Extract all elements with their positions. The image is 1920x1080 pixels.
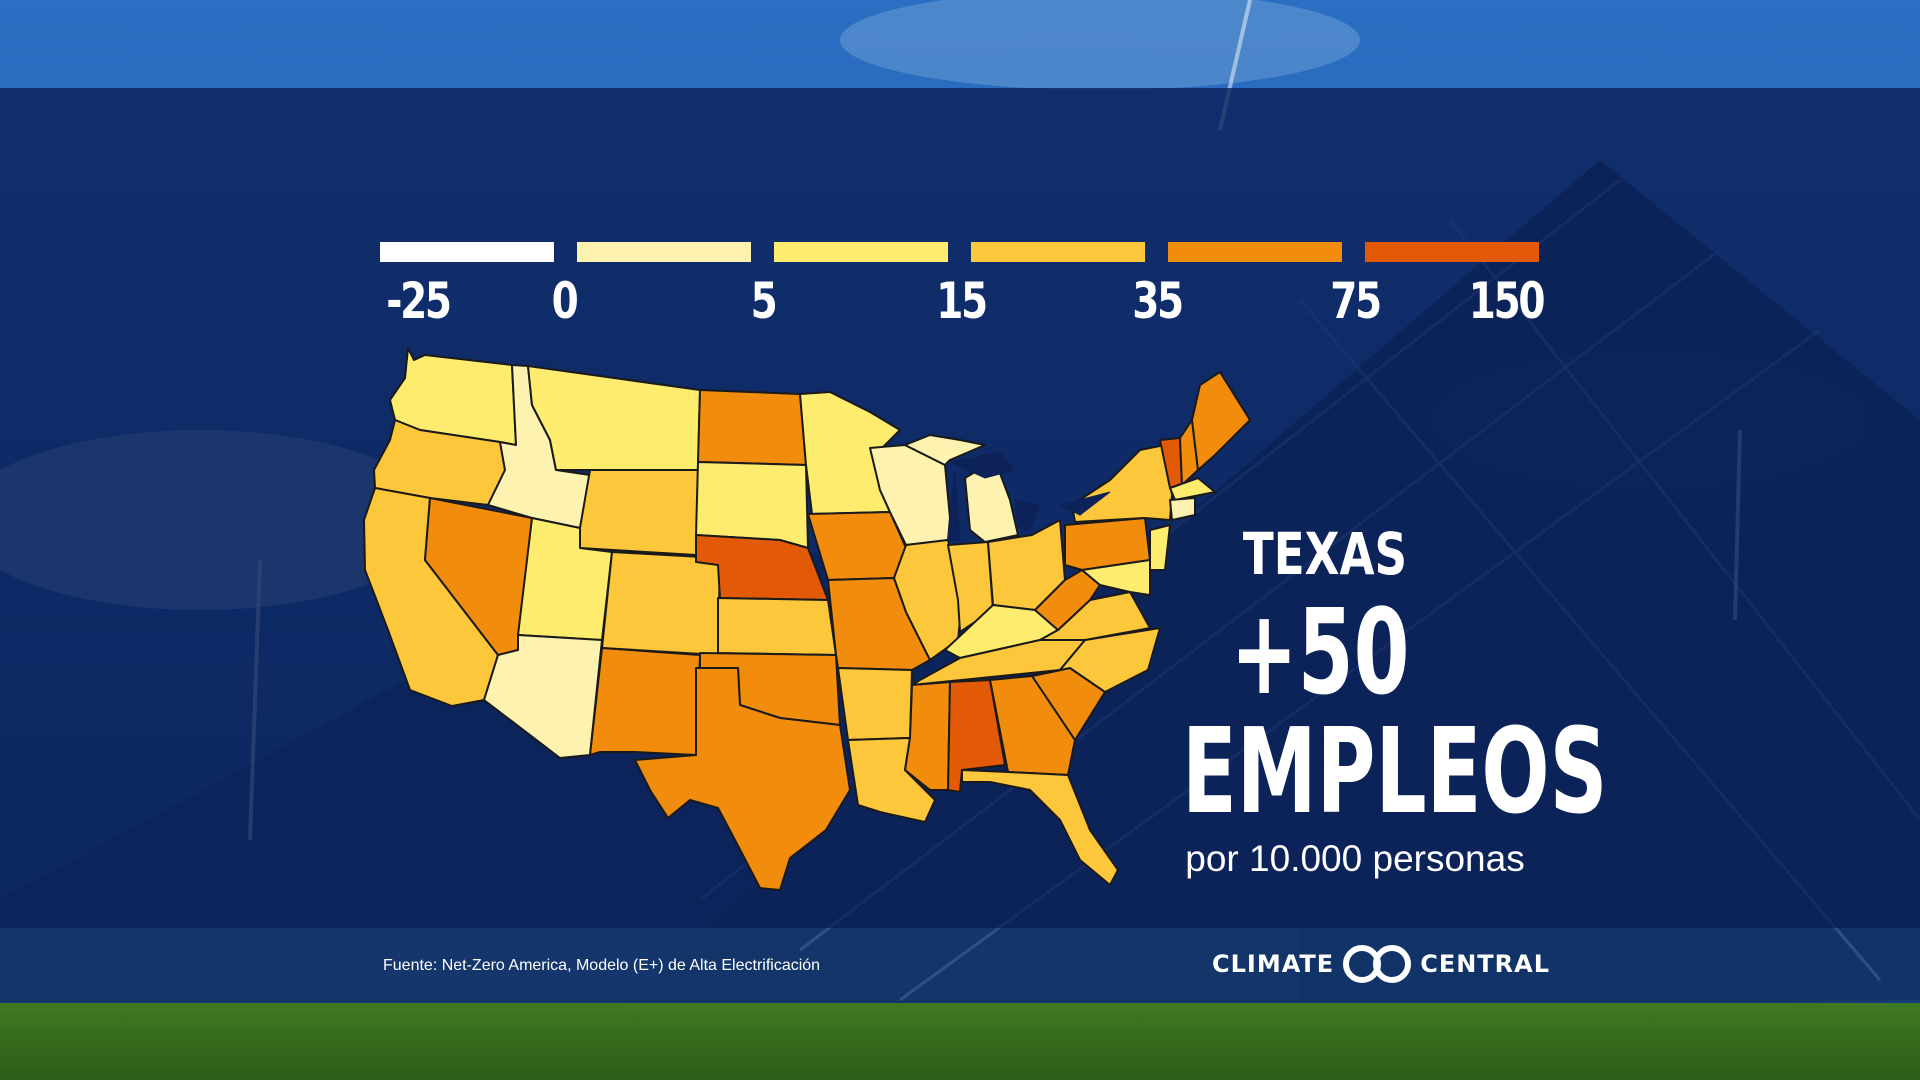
us-states-map bbox=[363, 347, 1251, 891]
state-MI-upper bbox=[904, 434, 986, 466]
great-lakes bbox=[947, 451, 1111, 541]
state-MD bbox=[1081, 559, 1151, 596]
state-NM bbox=[589, 647, 701, 756]
logo-text-left: CLIMATE bbox=[1212, 950, 1335, 978]
state-FL bbox=[961, 769, 1119, 886]
callout-unit: EMPLEOS bbox=[1182, 702, 1608, 840]
state-WY bbox=[579, 469, 699, 556]
logo-rings-icon bbox=[1343, 945, 1412, 983]
legend-swatch-5-15 bbox=[774, 242, 948, 262]
state-NY bbox=[1071, 444, 1173, 523]
logo-text-right: CENTRAL bbox=[1420, 950, 1551, 978]
state-CO bbox=[601, 551, 721, 656]
callout-state-name: TEXAS bbox=[1242, 520, 1408, 588]
texas-callout: TEXAS +50 EMPLEOS por 10.000 personas bbox=[1120, 520, 1608, 880]
climate-central-logo: CLIMATE CENTRAL bbox=[1212, 944, 1550, 984]
legend-tick: 35 bbox=[1132, 272, 1184, 330]
state-ND bbox=[697, 389, 807, 466]
legend-tick: 75 bbox=[1330, 272, 1382, 330]
state-ME bbox=[1191, 371, 1251, 471]
legend-swatch-neg25-0 bbox=[380, 242, 554, 262]
callout-value: +50 bbox=[1230, 583, 1410, 721]
state-MT bbox=[527, 365, 701, 471]
legend-tick: 150 bbox=[1468, 272, 1546, 330]
source-note: Fuente: Net-Zero America, Modelo (E+) de… bbox=[383, 957, 821, 974]
state-OR bbox=[373, 419, 506, 506]
state-GA bbox=[989, 675, 1076, 776]
legend-swatch-0-5 bbox=[577, 242, 751, 262]
color-legend: -25 0 5 15 35 75 150 bbox=[380, 242, 1546, 332]
state-KS bbox=[717, 597, 837, 656]
legend-tick: 5 bbox=[750, 272, 778, 330]
state-TX bbox=[634, 667, 851, 891]
state-AZ bbox=[483, 634, 603, 759]
state-MA bbox=[1169, 477, 1216, 501]
legend-tick: 0 bbox=[551, 272, 579, 330]
legend-tick: 15 bbox=[936, 272, 988, 330]
callout-per-capita: por 10.000 personas bbox=[1185, 838, 1525, 879]
state-MS bbox=[904, 681, 951, 791]
legend-swatch-15-35 bbox=[971, 242, 1145, 262]
state-CT bbox=[1169, 497, 1196, 521]
legend-tick: -25 bbox=[386, 272, 452, 330]
footer-band bbox=[0, 928, 1920, 1003]
legend-swatch-75-150 bbox=[1365, 242, 1539, 262]
state-NJ bbox=[1149, 524, 1171, 571]
state-AR bbox=[837, 667, 913, 741]
state-IA bbox=[807, 511, 907, 581]
legend-swatch-35-75 bbox=[1168, 242, 1342, 262]
